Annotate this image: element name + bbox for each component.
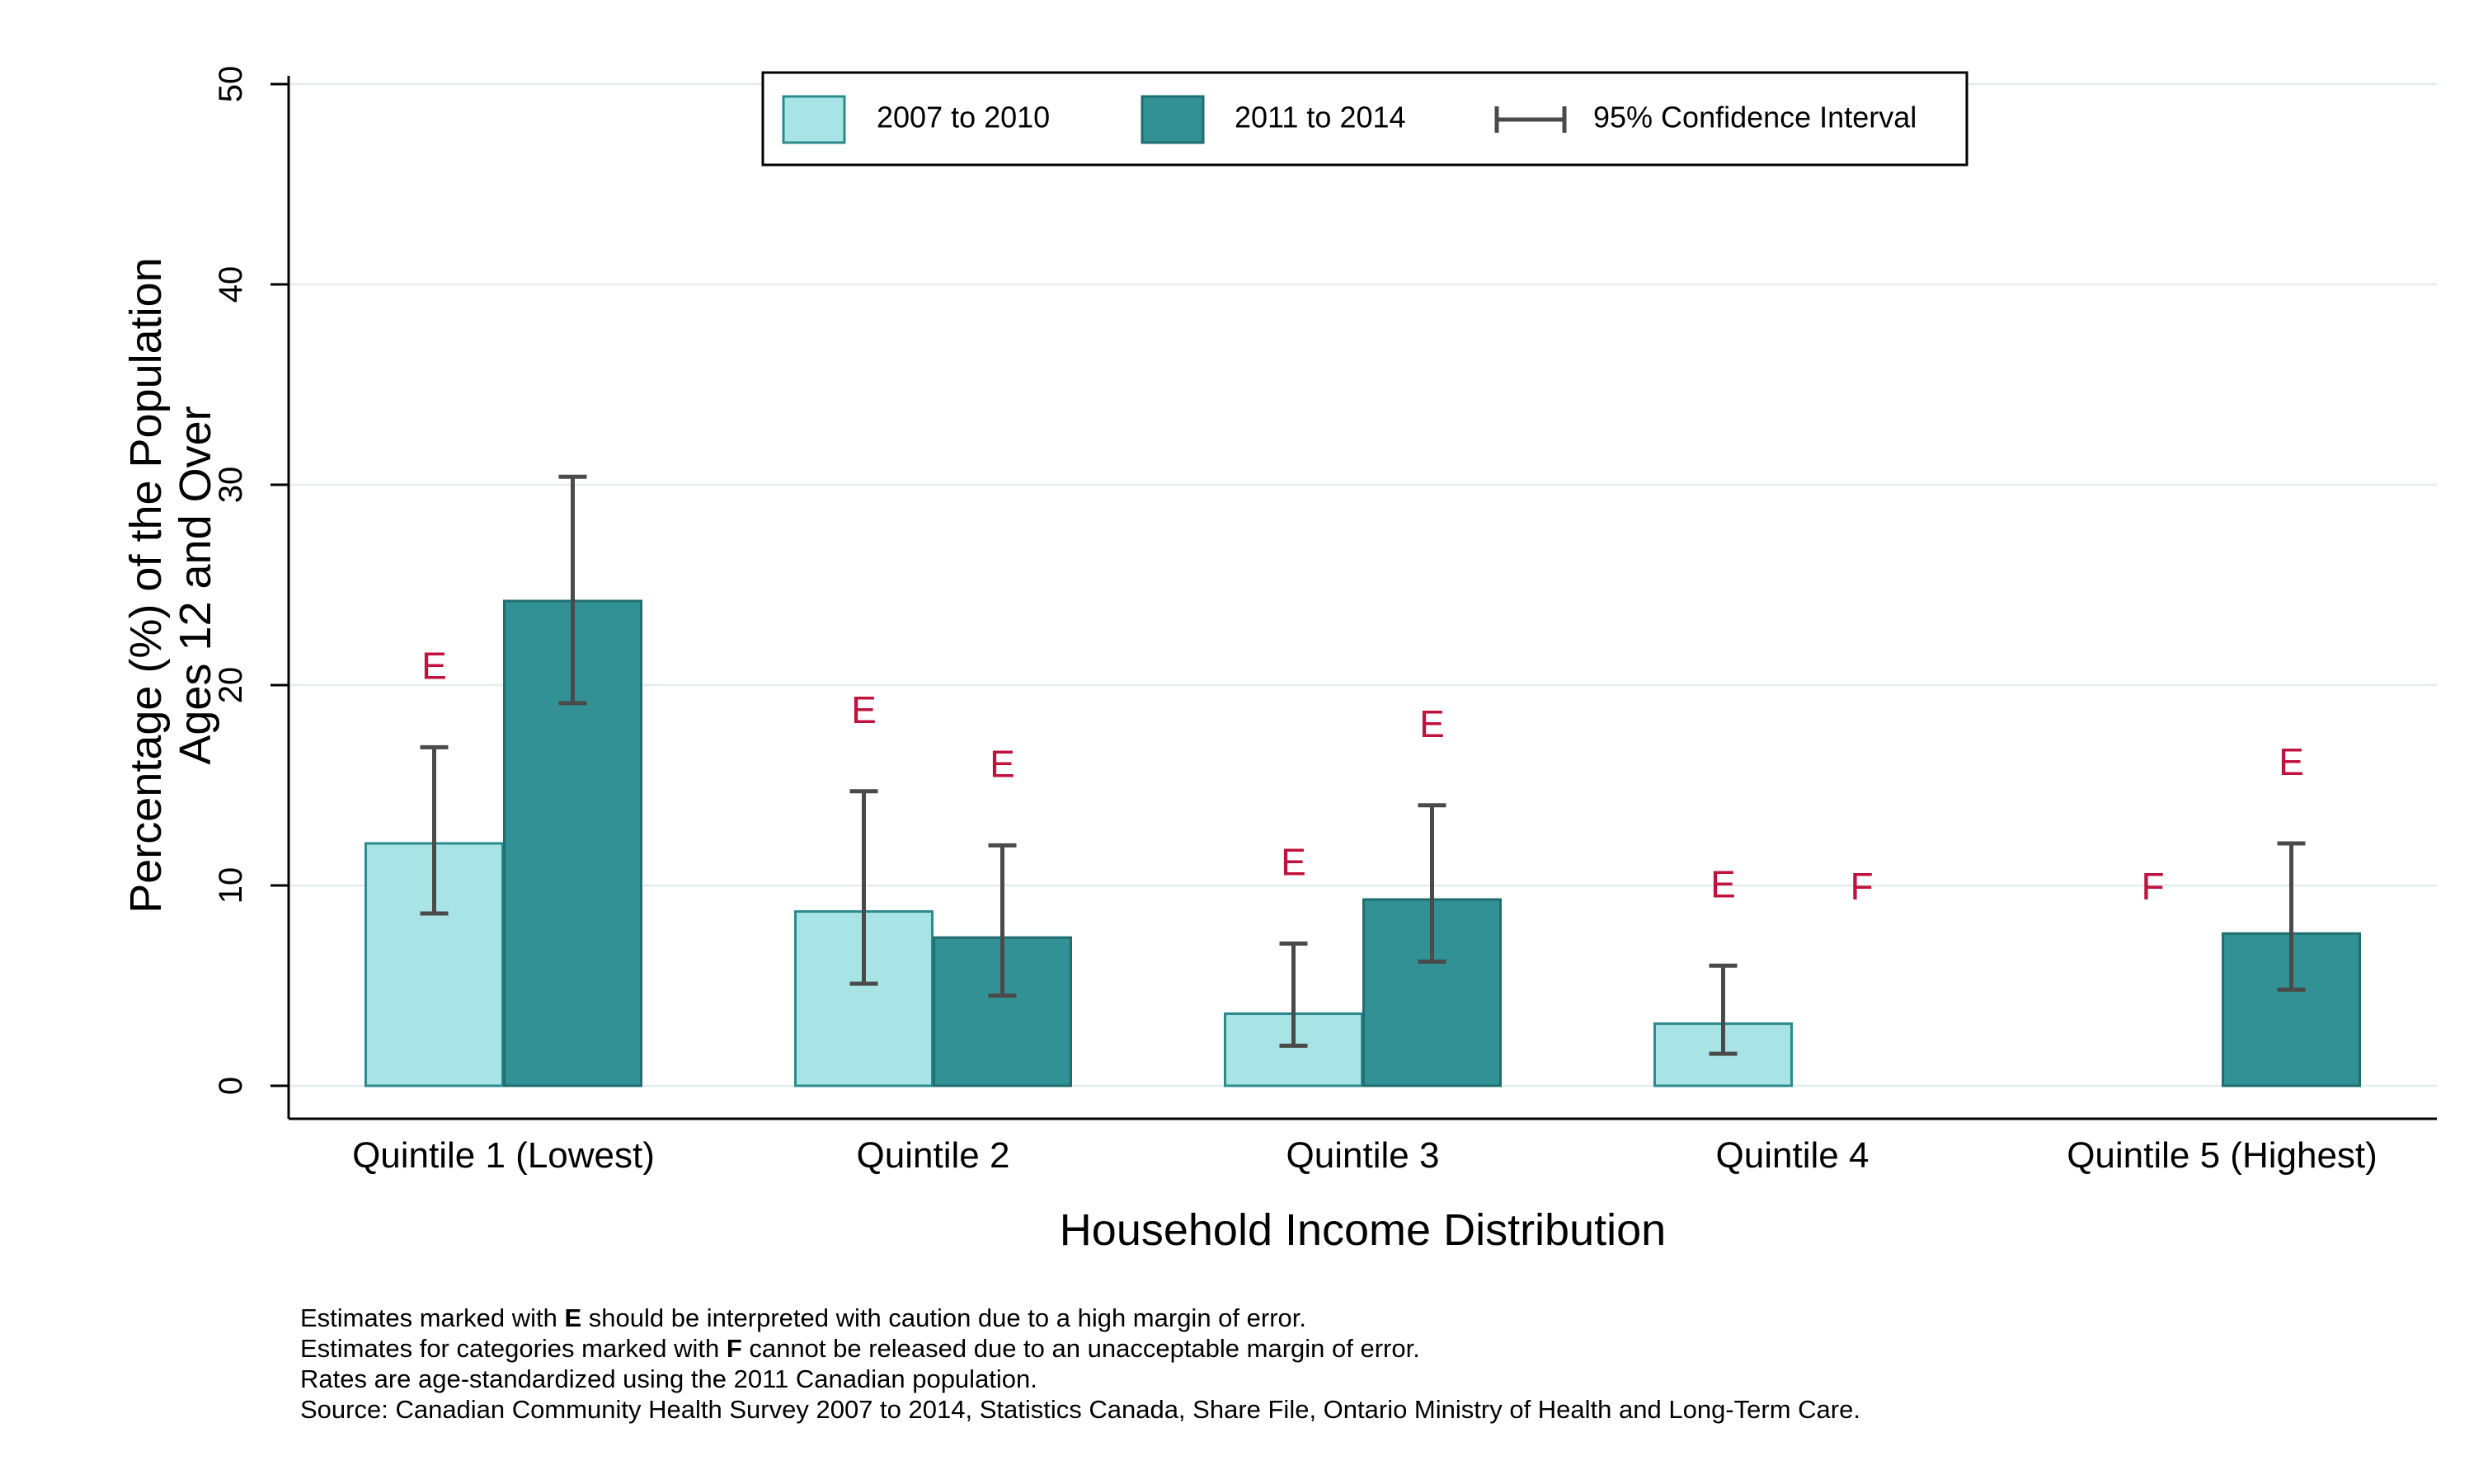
- footnotes: Estimates marked with E should be interp…: [300, 1303, 1860, 1425]
- footnote-caution: Estimates marked with E should be interp…: [300, 1303, 1860, 1333]
- legend-swatch: [782, 95, 846, 144]
- flag-label: E: [2279, 740, 2304, 783]
- footnote-caution-post: should be interpreted with caution due t…: [581, 1303, 1306, 1332]
- y-tick-label: 10: [213, 867, 249, 904]
- y-tick-label: 40: [213, 266, 249, 303]
- bar: [1362, 898, 1502, 1087]
- y-tick-label: 20: [213, 667, 249, 704]
- footnote-suppressed-mark: F: [726, 1334, 742, 1363]
- legend-swatch: [1141, 95, 1205, 144]
- x-tick-label: Quintile 4: [1716, 1135, 1870, 1176]
- y-axis-title: Percentage (%) of the PopulationAges 12 …: [121, 257, 220, 913]
- flag-label: E: [990, 743, 1015, 786]
- y-axis-title-line: Percentage (%) of the Population: [121, 257, 171, 913]
- footnote-source: Source: Canadian Community Health Survey…: [300, 1395, 1860, 1424]
- footnote-suppressed-post: cannot be released due to an unacceptabl…: [741, 1334, 1420, 1363]
- flag-label: E: [1281, 841, 1306, 884]
- legend-label: 95% Confidence Interval: [1593, 101, 1917, 134]
- footnote-age-standardized: Rates are age-standardized using the 201…: [300, 1364, 1037, 1393]
- footnote-suppressed: Estimates for categories marked with F c…: [300, 1333, 1860, 1364]
- flag-label: E: [1419, 702, 1445, 745]
- legend-label: 2011 to 2014: [1235, 101, 1406, 134]
- x-tick-label: Quintile 2: [857, 1135, 1010, 1176]
- footnote-caution-pre: Estimates marked with: [300, 1303, 565, 1332]
- x-tick-label: Quintile 1 (Lowest): [352, 1135, 655, 1176]
- y-axis-title-line: Ages 12 and Over: [171, 406, 220, 764]
- flag-label: E: [421, 644, 447, 687]
- footnote-caution-mark: E: [564, 1303, 582, 1332]
- y-tick-label: 0: [213, 1077, 249, 1095]
- x-tick-label: Quintile 3: [1286, 1135, 1440, 1176]
- footnote-suppressed-pre: Estimates for categories marked with: [300, 1334, 727, 1363]
- y-tick-label: 30: [213, 467, 249, 504]
- bar: [794, 910, 934, 1087]
- legend: [761, 71, 1968, 167]
- flag-label: F: [2141, 865, 2164, 908]
- x-axis-title: Household Income Distribution: [1060, 1205, 1666, 1255]
- y-tick-label: 50: [213, 66, 249, 103]
- flag-label: E: [851, 688, 877, 731]
- legend-label: 2007 to 2010: [877, 101, 1050, 134]
- flag-label: E: [1710, 862, 1736, 905]
- x-tick-label: Quintile 5 (Highest): [2067, 1135, 2378, 1176]
- flag-label: F: [1850, 865, 1873, 908]
